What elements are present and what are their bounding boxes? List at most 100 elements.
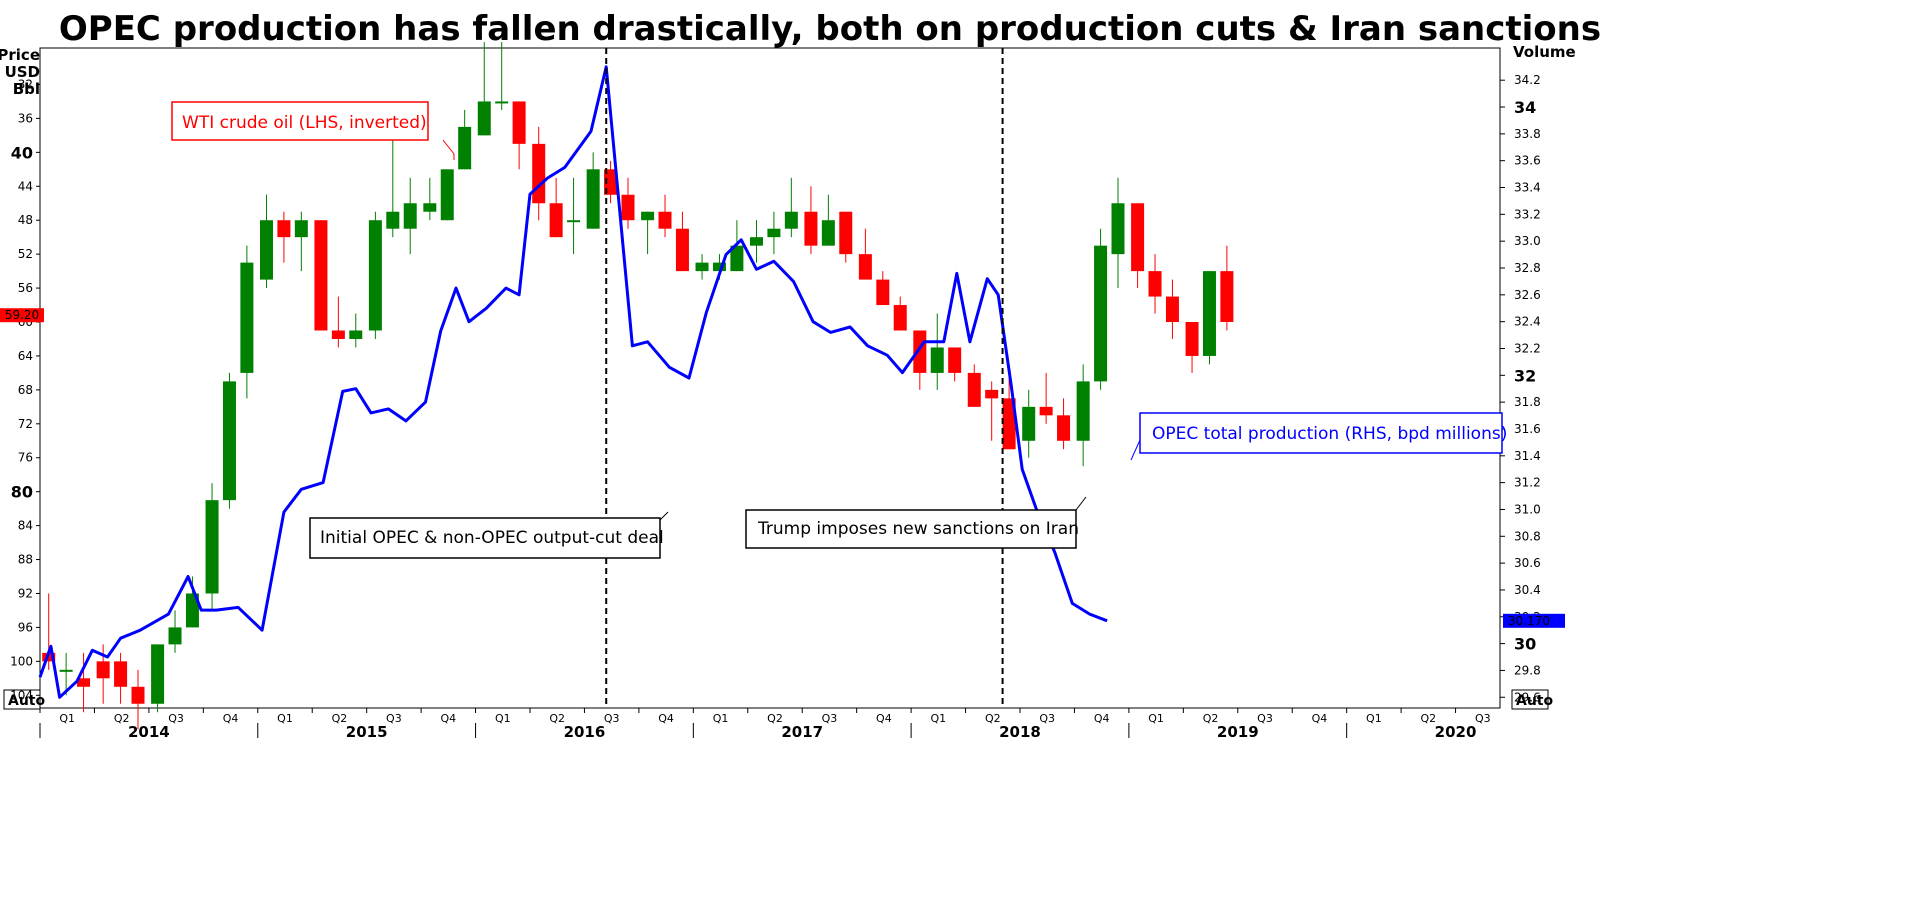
wti-candle [839,211,853,255]
right-tick-label: 30 [1514,635,1536,654]
wti-candle [331,330,345,339]
quarter-label: Q4 [1312,712,1328,725]
wti-candle [730,245,744,272]
quarter-label: Q3 [1039,712,1055,725]
wti-candle [784,211,798,229]
year-label: 2019 [1217,723,1259,741]
wti-candle [549,203,563,238]
event-callout-label: Initial OPEC & non-OPEC output-cut deal [320,528,664,548]
wti-candle [1165,296,1179,323]
right-tick-label: 32.6 [1514,288,1541,302]
wti-candle [1111,203,1125,255]
quarter-label: Q3 [168,712,184,725]
chart-title: OPEC production has fallen drastically, … [59,9,1601,49]
quarter-label: Q1 [930,712,946,725]
left-tick-label: 32 [18,77,33,91]
quarter-label: Q3 [386,712,402,725]
wti-candle [222,381,236,501]
wti-candle [114,661,128,687]
legend-box [1139,412,1503,454]
right-tick-label: 31.4 [1514,449,1541,463]
wti-candle [205,500,219,594]
year-label: 2015 [346,723,388,741]
left-tick-label: 84 [18,519,33,533]
quarter-label: Q2 [1420,712,1436,725]
x-axis: Q1 Q2 Q3 Q4 Q1 Q2 Q3 Q4 Q1 Q2 Q3 Q4 Q1 Q2 Q3 Q4 Q1 Q2 Q3 Q4… [39,707,1500,741]
auto-box-right [1511,689,1549,710]
wti-candle [804,211,818,246]
quarter-label: Q1 [59,712,75,725]
wti-candle [477,101,491,136]
wti-candle [77,678,91,687]
event-callout-box [745,509,1077,549]
wti-candle [368,220,382,331]
wti-candle [240,262,254,373]
legend-label: WTI crude oil (LHS, inverted) [182,113,427,133]
legend-boxes: WTI crude oil (LHS, inverted) OPEC total … [171,101,1507,461]
left-tick-label: 92 [18,586,33,600]
quarter-label: Q1 [713,712,729,725]
left-tick-label: 88 [18,553,33,567]
wti-candle [749,237,763,246]
quarter-label: Q4 [658,712,674,725]
right-tick-label: 31.6 [1514,422,1541,436]
wti-candle [1202,271,1216,356]
wti-candle [712,262,726,272]
opec-last-value-tag [1503,613,1565,628]
left-tick-label: 96 [18,620,33,634]
left-tick-label: 104 [10,688,33,702]
opec-production-line [38,65,1108,699]
event-callout-label: Trump imposes new sanctions on Iran [757,519,1079,539]
wti-candle [604,169,618,195]
wti-candle [440,169,454,221]
legend-pointer [1130,439,1141,461]
quarter-label: Q3 [604,712,620,725]
wti-candle [386,211,400,229]
left-tick-label: 52 [18,247,33,261]
left-tick-label: 48 [18,213,33,227]
wti-candle [131,686,145,704]
quarter-label: Q4 [1094,712,1110,725]
left-tick-label: 80 [11,483,33,502]
wti-candle [586,169,600,229]
left-tick-label: 72 [18,417,33,431]
right-tick-label: 29.6 [1514,690,1541,704]
left-tick-label: 36 [18,111,33,125]
wti-candlestick-series [42,42,1234,730]
left-tick-label: 68 [18,383,33,397]
wti-candle [1002,398,1016,450]
wti-candle [1148,271,1162,297]
right-tick-label: 33.6 [1514,154,1541,168]
quarter-label: Q2 [767,712,783,725]
quarter-label: Q2 [985,712,1001,725]
wti-candle [1057,415,1071,441]
wti-candle [512,101,526,144]
left-tick-label: 56 [18,281,33,295]
wti-candle [767,228,781,238]
right-tick-label: 33.0 [1514,234,1541,248]
right-tick-label: 32 [1514,366,1536,385]
wti-candle [168,627,182,645]
wti-candle [695,262,709,272]
right-axis-label: Volume [1513,43,1576,61]
left-tick-label: 100 [10,654,33,668]
wti-candle [1131,203,1145,272]
right-tick-label: 33.4 [1514,181,1541,195]
left-axis: PriceUSDBbl32364044485256606468727680848… [0,46,45,710]
left-tick-label: 64 [18,349,33,363]
right-tick-label: 30.8 [1514,529,1541,543]
left-axis-label: Price [0,46,40,64]
current-price-tag [0,308,44,323]
legend-box [171,101,429,141]
wti-candle [1076,381,1090,441]
wti-candle [532,143,546,204]
left-tick-label: 44 [18,179,33,193]
left-axis-label: USD [5,63,40,81]
right-tick-label: 31.0 [1514,502,1541,516]
wti-candle [658,211,672,229]
year-label: 2014 [128,723,170,741]
wti-candle [59,669,73,672]
quarter-label: Q3 [1257,712,1273,725]
auto-label-right: Auto [1516,693,1553,709]
